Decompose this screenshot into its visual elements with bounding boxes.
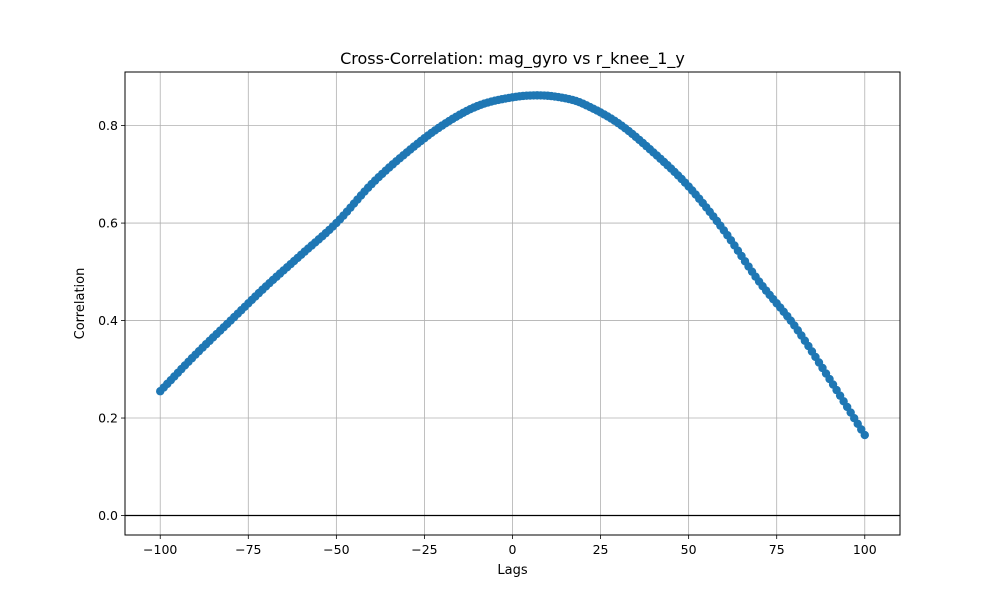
data-point (860, 430, 869, 440)
x-tick-label: 100 (853, 542, 877, 557)
y-tick-label: 0.2 (98, 411, 118, 426)
y-axis-title: Correlation (73, 268, 88, 340)
x-axis-title: Lags (497, 563, 527, 578)
x-tick-label: 0 (509, 542, 517, 557)
y-tick-label: 0.0 (98, 508, 118, 523)
x-tick-label: 75 (769, 542, 785, 557)
x-tick-label: −100 (143, 542, 177, 557)
data-points-layer (156, 91, 869, 440)
x-tick-label: −50 (323, 542, 349, 557)
ticks-layer: −100 −75 −50 −25 0 25 50 75 100 0.0 0.2 0.4 0.6 0.8 (98, 118, 877, 557)
x-tick-label: −25 (411, 542, 437, 557)
y-tick-label: 0.6 (98, 216, 118, 231)
chart-title: Cross-Correlation: mag_gyro vs r_knee_1_… (340, 49, 685, 69)
x-tick-label: 50 (681, 542, 697, 557)
y-tick-label: 0.8 (98, 118, 118, 133)
x-tick-label: −75 (235, 542, 261, 557)
x-tick-label: 25 (593, 542, 609, 557)
y-tick-label: 0.4 (98, 313, 118, 328)
